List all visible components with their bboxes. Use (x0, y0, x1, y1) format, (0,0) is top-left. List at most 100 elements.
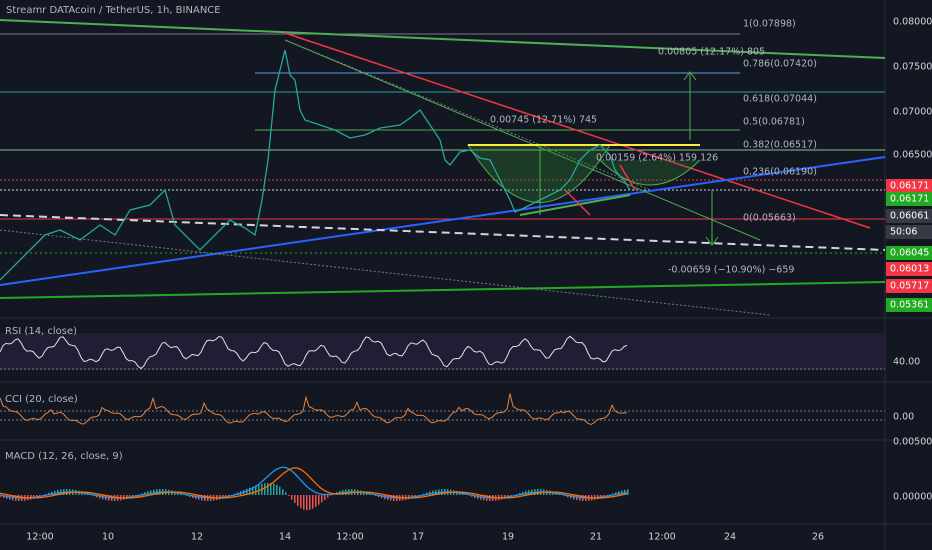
macd-bar (93, 495, 95, 497)
time-label: 12:00 (336, 532, 363, 543)
overlay: 1(0.07898) 0.786(0.07420) 0.618(0.07044) 0.… (490, 19, 817, 276)
rsi-title: RSI (14, close) (5, 326, 77, 337)
price-label: 0.08000 (893, 17, 932, 28)
macd-line (0, 466, 628, 499)
measure-label: -0.00659 (−10.90%) −659 (668, 265, 794, 276)
macd-bar (282, 489, 284, 495)
macd-bar (249, 487, 251, 495)
macd-bar (414, 495, 416, 498)
rsi-axis: 40.00 (893, 357, 920, 368)
macd-bar (246, 488, 248, 495)
rsi-band (0, 333, 885, 370)
macd-bar (279, 486, 281, 495)
macd-bar (312, 495, 314, 509)
time-axis: 12:00 10 12 14 12:00 17 19 21 12:00 24 26 (26, 532, 824, 543)
macd-bar (426, 492, 428, 495)
macd-bar (606, 495, 608, 496)
macd-bar (186, 495, 188, 496)
macd-axis: 0.00500 (893, 437, 932, 448)
macd-bar (180, 493, 182, 495)
macd-axis: 0.00000 (893, 492, 932, 503)
price-tag: 0.05717 (890, 281, 929, 292)
macd-bar (192, 495, 194, 499)
macd-bar (564, 495, 566, 497)
price-tag-bg (886, 246, 932, 260)
macd-bar (567, 495, 569, 498)
time-label: 10 (102, 532, 114, 543)
price-tag: 50:06 (890, 227, 917, 238)
fib-label: 1(0.07898) (743, 19, 796, 30)
macd-bar (291, 495, 293, 500)
macd-bar (255, 485, 257, 495)
macd-bar (258, 484, 260, 495)
macd-bar (135, 495, 137, 496)
measure-label: 0.00745 (12.71%) 745 (490, 115, 597, 126)
measure-label: 0.00805 (12.17%) 805 (658, 47, 765, 58)
fib-label: 0(0.05663) (743, 213, 796, 224)
price-tag: 0.06013 (890, 264, 929, 275)
price-tag-bg (886, 192, 932, 206)
macd-bar (3, 495, 5, 498)
signal-line (0, 467, 628, 499)
price-tag-bg (886, 225, 932, 239)
price-label: 0.07500 (893, 62, 932, 73)
macd-bar (45, 494, 47, 495)
macd-bar (132, 495, 134, 497)
macd-title: MACD (12, 26, close, 9) (5, 451, 123, 462)
fib-label: 0.382(0.06517) (743, 140, 817, 151)
time-label: 12:00 (648, 532, 675, 543)
macd-bar (318, 495, 320, 505)
time-label: 19 (502, 532, 514, 543)
price-tag-bg (886, 262, 932, 276)
fib-label: 0.236(0.06190) (743, 167, 817, 178)
cci-axis: 0.00 (893, 412, 914, 423)
macd-bar (252, 486, 254, 495)
macd-bar (321, 495, 323, 503)
price-label: 0.06500 (893, 150, 932, 161)
macd-bar (48, 492, 50, 495)
time-label: 26 (812, 532, 824, 543)
price-line (0, 49, 631, 281)
cci-line (0, 393, 628, 426)
price-tag-bg (886, 179, 932, 193)
macd-bar (519, 492, 521, 495)
price-axis: 0.08000 0.07500 0.07000 0.06500 0.06171 0.061… (886, 17, 932, 312)
macd-bar (285, 492, 287, 495)
macd-bar (369, 493, 371, 495)
macd-bar (141, 493, 143, 495)
time-label: 17 (412, 532, 424, 543)
macd-bar (87, 493, 89, 495)
fib-label: 0.5(0.06781) (743, 117, 805, 128)
macd-bar (510, 495, 512, 497)
macd-bar (294, 495, 296, 503)
price-tag: 0.06045 (890, 248, 929, 259)
macd-bar (276, 484, 278, 495)
time-label: 24 (724, 532, 736, 543)
macd-bar (378, 495, 380, 498)
macd-bar (375, 495, 377, 496)
chart-title: Streamr DATAcoin / TetherUS, 1h, BINANCE (6, 5, 221, 16)
macd-bar (612, 493, 614, 495)
macd-bar (558, 493, 560, 495)
macd-bar (303, 495, 305, 510)
time-label: 21 (590, 532, 602, 543)
price-tag: 0.06171 (890, 181, 929, 192)
macd-bar (327, 495, 329, 498)
price-tag: 0.05361 (890, 300, 929, 311)
time-label: 12 (191, 532, 203, 543)
fib-label: 0.618(0.07044) (743, 94, 817, 105)
macd-bar (474, 495, 476, 498)
macd-bar (417, 495, 419, 497)
time-label: 12:00 (26, 532, 53, 543)
macd-bar (471, 495, 473, 497)
macd-bar (330, 495, 332, 496)
macd-bar (288, 495, 290, 496)
macd-bar (297, 495, 299, 506)
macd-bar (603, 495, 605, 498)
fib-label: 0.786(0.07420) (743, 59, 817, 70)
macd-bar (306, 495, 308, 511)
price-tag-bg (886, 279, 932, 293)
macd-bar (51, 491, 53, 495)
